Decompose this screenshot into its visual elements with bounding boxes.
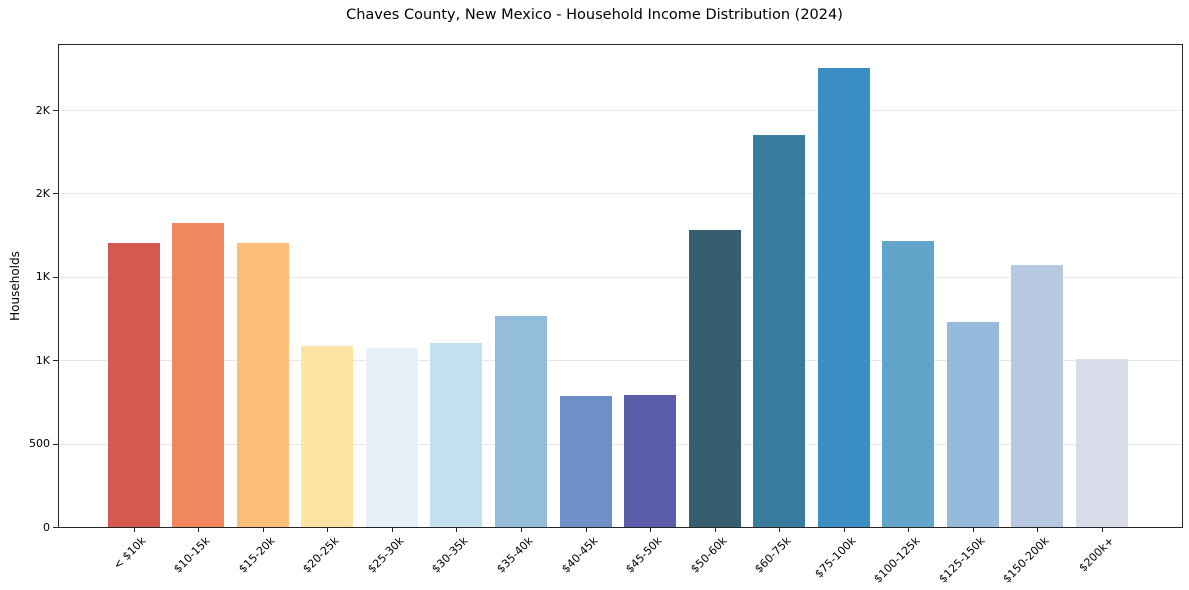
y-tick-mark xyxy=(53,443,58,445)
x-tick-mark xyxy=(972,527,974,532)
x-tick-label: $25-30k xyxy=(365,534,407,576)
gridline xyxy=(59,193,1182,195)
bar-$30-35k xyxy=(430,342,483,527)
x-tick-mark xyxy=(262,527,264,532)
bar-$45-50k xyxy=(624,395,677,527)
x-tick-label: $75-100k xyxy=(812,534,859,581)
bar-$10-15k xyxy=(172,222,225,527)
x-tick-mark xyxy=(456,527,458,532)
y-tick-label: 1K xyxy=(35,353,50,367)
bar-$150-200k xyxy=(1011,265,1064,527)
y-tick-mark xyxy=(53,276,58,278)
x-tick-mark xyxy=(327,527,329,532)
x-tick-label: $20-25k xyxy=(300,534,342,576)
y-tick-label: 2K xyxy=(35,186,50,200)
y-tick-label: 0 xyxy=(43,520,50,534)
bar-$35-40k xyxy=(494,316,547,527)
x-tick-mark xyxy=(133,527,135,532)
x-tick-label: $150-200k xyxy=(1000,534,1052,586)
y-tick-label: 2K xyxy=(35,103,50,117)
y-tick-mark xyxy=(53,527,58,528)
bar-$75-100k xyxy=(817,68,870,527)
bar-$200k+ xyxy=(1076,359,1128,527)
x-tick-mark xyxy=(585,527,587,532)
bar-$15-20k xyxy=(236,243,289,527)
x-tick-label: $125-150k xyxy=(936,534,988,586)
x-tick-label: $100-125k xyxy=(871,534,923,586)
bar-$60-75k xyxy=(753,135,806,527)
x-tick-mark xyxy=(198,527,200,532)
y-tick-label: 1K xyxy=(35,270,50,284)
x-tick-mark xyxy=(714,527,716,532)
gridline xyxy=(59,276,1182,278)
x-tick-mark xyxy=(843,527,845,532)
x-tick-label: < $10k xyxy=(110,534,149,572)
x-tick-mark xyxy=(908,527,910,532)
bar-$40-45k xyxy=(559,396,612,527)
plot-area xyxy=(59,45,1182,527)
y-tick-mark xyxy=(53,110,58,112)
bar-< $10k xyxy=(107,242,160,527)
x-tick-mark xyxy=(779,527,781,532)
gridline xyxy=(59,443,1182,445)
x-tick-mark xyxy=(1102,527,1103,532)
x-tick-mark xyxy=(391,527,393,532)
x-tick-label: $35-40k xyxy=(494,534,536,576)
x-tick-mark xyxy=(650,527,652,532)
y-axis-label: Households xyxy=(8,251,22,321)
x-tick-label: $10-15k xyxy=(171,534,213,576)
chart-title: Chaves County, New Mexico - Household In… xyxy=(346,7,843,23)
x-tick-label: $40-45k xyxy=(558,534,601,576)
x-tick-label: $15-20k xyxy=(235,534,278,576)
bar-$20-25k xyxy=(301,346,354,527)
bar-$50-60k xyxy=(688,230,741,527)
gridline xyxy=(59,360,1182,362)
x-tick-label: $50-60k xyxy=(687,534,730,576)
gridline xyxy=(59,110,1182,112)
bar-$25-30k xyxy=(365,347,418,527)
x-tick-mark xyxy=(520,527,522,532)
bar-$100-125k xyxy=(882,240,935,527)
bar-$125-150k xyxy=(946,321,999,527)
x-tick-mark xyxy=(1037,527,1039,532)
y-tick-mark xyxy=(53,360,58,362)
x-tick-label: $60-75k xyxy=(752,534,794,576)
x-tick-label: $200k+ xyxy=(1076,534,1117,575)
y-tick-mark xyxy=(53,193,58,195)
x-tick-label: $45-50k xyxy=(623,534,665,576)
y-tick-label: 500 xyxy=(29,437,50,451)
x-tick-label: $30-35k xyxy=(429,534,471,576)
